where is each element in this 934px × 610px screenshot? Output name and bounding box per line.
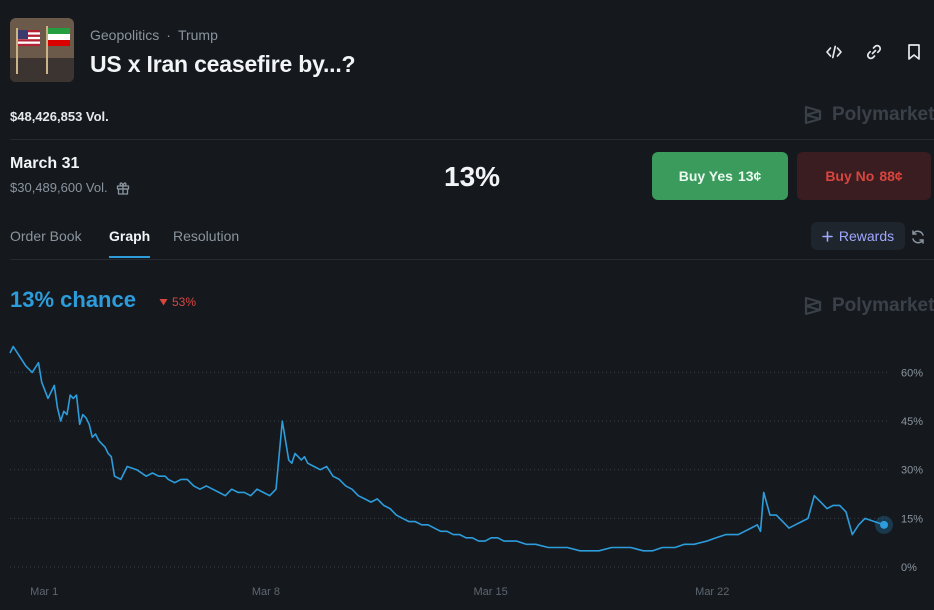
y-tick-label: 60%: [901, 367, 923, 379]
divider: [10, 139, 934, 140]
buy-no-label: Buy No: [825, 168, 875, 184]
rewards-button[interactable]: Rewards: [811, 222, 905, 250]
tab-order-book[interactable]: Order Book: [10, 228, 82, 244]
page-title: US x Iran ceasefire by...?: [90, 51, 356, 77]
outcome-volume-text: $30,489,600 Vol.: [10, 180, 108, 195]
outcome-date: March 31: [10, 155, 80, 172]
buy-no-price: 88¢: [879, 168, 903, 184]
breadcrumb-trump[interactable]: Trump: [177, 27, 218, 43]
buy-yes-button[interactable]: Buy Yes 13¢: [652, 152, 788, 200]
polymarket-watermark: Polymarket: [802, 295, 934, 317]
embed-code-icon[interactable]: [823, 41, 845, 63]
chance-change-value: 53%: [172, 295, 197, 309]
probability-chart[interactable]: 60% 45% 30% 15% 0% Mar 1 Mar 8 Mar 15 Mar 22: [0, 330, 934, 605]
series-line: [9, 345, 885, 552]
chance-change: 53%: [159, 295, 196, 309]
plus-icon: [822, 230, 833, 242]
watermark-text: Polymarket: [832, 104, 934, 125]
x-tick-label: Mar 22: [695, 586, 729, 598]
breadcrumb: Geopolitics · Trump: [90, 27, 218, 43]
gift-icon[interactable]: [116, 181, 130, 195]
market-thumbnail: [10, 18, 74, 82]
bookmark-icon[interactable]: [903, 41, 925, 63]
market-volume: $48,426,853 Vol.: [10, 109, 109, 124]
divider: [10, 259, 934, 260]
y-tick-label: 15%: [901, 513, 923, 525]
outcome-probability: 13%: [444, 161, 501, 192]
refresh-icon[interactable]: [910, 229, 926, 245]
y-tick-label: 0%: [901, 562, 917, 574]
polymarket-logo-icon: [804, 105, 822, 125]
breadcrumb-separator: ·: [166, 27, 171, 43]
active-tab-indicator: [109, 256, 150, 258]
x-tick-label: Mar 8: [252, 586, 280, 598]
outcome-volume: $30,489,600 Vol.: [10, 180, 130, 195]
y-tick-label: 45%: [901, 416, 923, 428]
buy-yes-price: 13¢: [737, 168, 762, 184]
polymarket-logo-icon: [804, 296, 822, 316]
chance-label: 13% chance: [10, 287, 136, 312]
x-tick-label: Mar 1: [30, 586, 58, 598]
watermark-text: Polymarket: [832, 295, 934, 316]
x-tick-label: Mar 15: [474, 586, 508, 598]
current-point: [880, 520, 888, 529]
tab-resolution[interactable]: Resolution: [173, 228, 240, 244]
tab-graph[interactable]: Graph: [109, 228, 151, 244]
y-tick-label: 30%: [901, 465, 923, 477]
link-icon[interactable]: [863, 41, 885, 63]
polymarket-watermark: Polymarket: [802, 104, 934, 126]
buy-no-button[interactable]: Buy No 88¢: [797, 152, 931, 200]
rewards-label: Rewards: [838, 228, 895, 244]
breadcrumb-geopolitics[interactable]: Geopolitics: [90, 27, 160, 43]
buy-yes-label: Buy Yes: [678, 168, 733, 184]
down-triangle-icon: [159, 299, 168, 306]
